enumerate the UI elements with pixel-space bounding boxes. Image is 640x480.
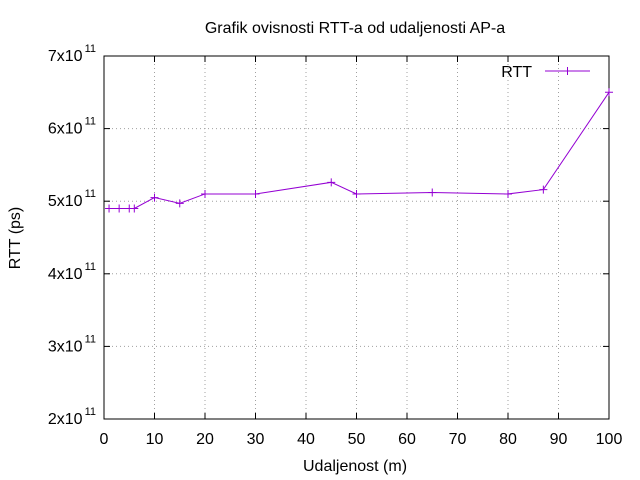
y-tick-label: 6x10 11 (48, 116, 96, 138)
x-axis-label: Udaljenost (m) (303, 458, 407, 475)
y-tick-label: 5x10 11 (48, 188, 96, 210)
data-point (130, 204, 139, 213)
data-point (105, 204, 114, 213)
x-tick-label: 30 (247, 431, 265, 448)
series-line-rtt (109, 92, 610, 209)
chart-title: Grafik ovisnosti RTT-a od udaljenosti AP… (205, 20, 505, 37)
data-point (605, 88, 613, 97)
legend-marker-rtt (563, 67, 572, 75)
data-point (327, 178, 336, 187)
y-tick-label: 7x10 11 (48, 43, 96, 65)
x-tick-labels: 0 10 20 30 40 50 60 70 80 90 100 (100, 431, 623, 448)
y-axis-label: RTT (ps) (7, 207, 24, 270)
data-point (504, 189, 512, 198)
data-point (539, 185, 548, 194)
x-tick-label: 70 (449, 431, 467, 448)
data-point (428, 188, 437, 197)
x-tick-label: 20 (196, 431, 214, 448)
data-point (115, 204, 124, 213)
x-tick-label: 10 (146, 431, 164, 448)
data-point (175, 199, 184, 208)
y-tick-label: 4x10 11 (48, 261, 96, 283)
x-tick-label: 80 (499, 431, 517, 448)
y-tick-label: 2x10 11 (48, 406, 96, 428)
legend: RTT (501, 64, 590, 81)
x-tick-label: 50 (348, 431, 366, 448)
data-point (251, 189, 260, 198)
series-layer (105, 88, 613, 213)
legend-label-rtt: RTT (501, 64, 532, 81)
grid-lines (104, 56, 609, 419)
x-tick-label: 100 (596, 431, 623, 448)
y-tick-labels: 2x10 11 3x10 11 4x10 11 5x10 11 6x10 11 7x10 11 (48, 43, 96, 428)
x-tick-label: 60 (398, 431, 416, 448)
x-tick-label: 40 (297, 431, 315, 448)
x-tick-label: 0 (100, 431, 109, 448)
x-tick-label: 90 (550, 431, 568, 448)
data-point (352, 189, 361, 198)
data-point (201, 189, 209, 198)
axis-ticks (103, 55, 610, 420)
y-tick-label: 3x10 11 (48, 333, 96, 355)
data-point (150, 193, 159, 202)
